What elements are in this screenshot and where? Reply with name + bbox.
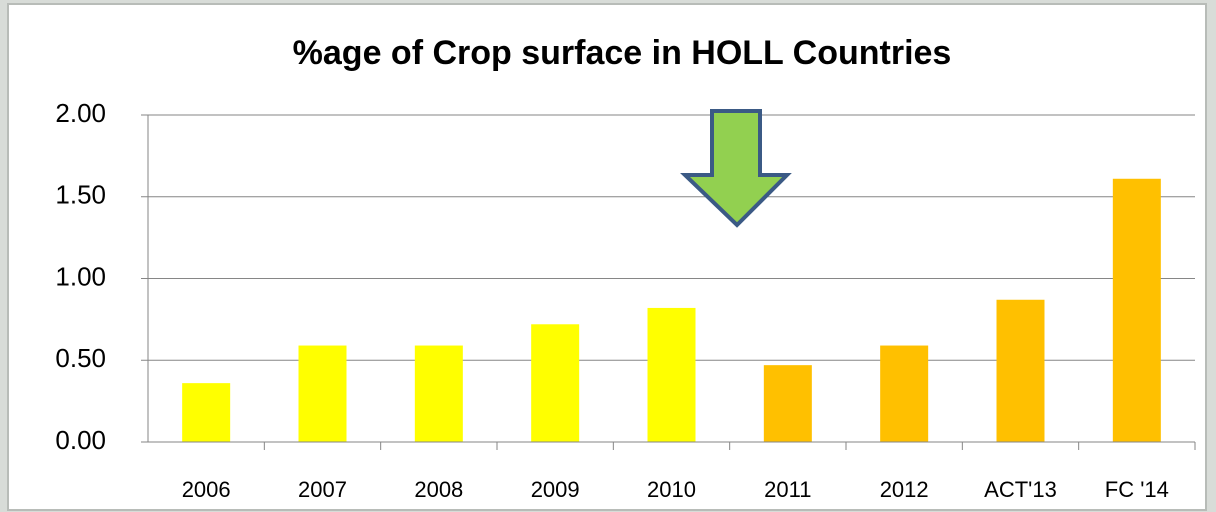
- y-tick-label: 2.00: [55, 98, 106, 128]
- x-tick-label: 2012: [880, 477, 929, 502]
- x-tick-label: 2009: [531, 477, 580, 502]
- y-tick-label: 1.50: [55, 180, 106, 210]
- x-tick-label: 2011: [764, 477, 811, 502]
- bar: [298, 345, 347, 442]
- bar: [647, 307, 696, 442]
- bar: [996, 299, 1045, 442]
- x-tick-label: FC '14: [1105, 477, 1169, 502]
- x-tick-label: 2008: [414, 477, 463, 502]
- bar: [414, 345, 463, 442]
- bar: [531, 324, 580, 442]
- x-tick-label: ACT'13: [984, 477, 1057, 502]
- y-tick-label: 1.00: [55, 261, 106, 291]
- bar: [880, 345, 929, 442]
- x-tick-label: 2006: [182, 477, 231, 502]
- x-tick-label: 2010: [647, 477, 696, 502]
- bar: [1112, 178, 1161, 442]
- bar: [763, 365, 812, 442]
- plot-area: 0.00 0.50 1.00 1.50 2.00 2006 2007 2008 2009 2010…: [55, 98, 1196, 502]
- bar: [182, 383, 231, 442]
- y-tick-label: 0.50: [55, 343, 106, 373]
- x-tick-label: 2007: [298, 477, 347, 502]
- chart-title: %age of Crop surface in HOLL Countries: [293, 34, 952, 72]
- y-tick-label: 0.00: [55, 425, 106, 455]
- arrow: [680, 109, 792, 228]
